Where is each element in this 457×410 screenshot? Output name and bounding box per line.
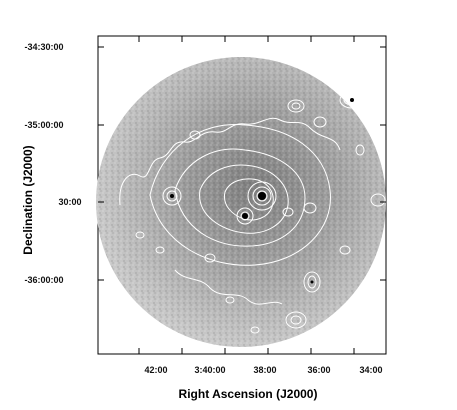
- x-tick-label: 3:40:00: [194, 365, 225, 375]
- point-sources: [170, 98, 354, 284]
- x-tick-label: 42:00: [144, 365, 167, 375]
- source-core: [170, 194, 174, 198]
- source-core: [310, 280, 314, 284]
- x-tick-label: 38:00: [253, 365, 276, 375]
- bright-source-core: [258, 192, 266, 200]
- x-axis-ticks: [138, 36, 355, 354]
- source-core: [350, 98, 354, 102]
- y-tick-label: -34:30:00: [24, 42, 63, 52]
- y-tick-label: 30:00: [58, 197, 81, 207]
- source-core: [242, 213, 248, 219]
- y-axis-ticks: [98, 46, 386, 281]
- x-tick-label: 36:00: [307, 365, 330, 375]
- y-tick-label: -36:00:00: [24, 275, 63, 285]
- x-tick-label: 34:00: [359, 365, 382, 375]
- y-axis-title: Declination (J2000): [21, 145, 35, 254]
- x-axis-title: Right Ascension (J2000): [179, 387, 318, 401]
- field-of-view-disk: [96, 57, 386, 347]
- y-tick-label: -35:00:00: [24, 120, 63, 130]
